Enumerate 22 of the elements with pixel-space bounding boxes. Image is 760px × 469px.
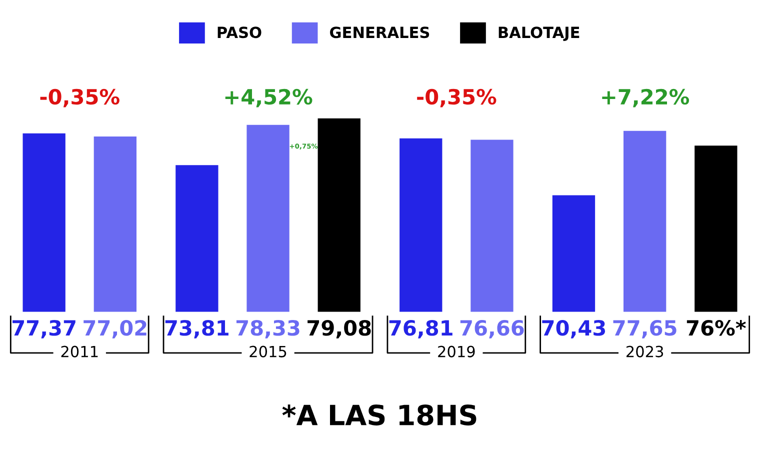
data-label: 73,81 — [165, 320, 228, 338]
text: +7,22% — [602, 88, 690, 108]
data-label: 76,66 — [460, 320, 524, 338]
x-tick-label: 2011 — [61, 346, 98, 358]
legend-label: PASO — [218, 26, 262, 38]
legend-label: GENERALES — [330, 26, 430, 38]
data-label: 77,02 — [84, 320, 146, 338]
x-tick-label: 2015 — [250, 346, 286, 358]
data-label: 76,81 — [389, 320, 452, 338]
x-tick-label: 2023 — [626, 346, 664, 358]
legend-label: BALOTAJE — [498, 26, 580, 42]
data-label: 79,08 — [308, 320, 371, 338]
data-label: 77,37 — [12, 320, 76, 338]
data-label: 77,65 — [613, 320, 676, 338]
data-label: 76%* — [686, 320, 746, 336]
data-label: 78,33 — [236, 320, 300, 338]
data-label: 70,43 — [542, 320, 606, 338]
x-tick-label: 2019 — [438, 346, 475, 358]
text: -0,35% — [417, 88, 496, 108]
text: +4,52% — [225, 88, 312, 108]
text: *A LAS 18HS — [282, 404, 476, 426]
text: -0,35% — [40, 88, 120, 108]
